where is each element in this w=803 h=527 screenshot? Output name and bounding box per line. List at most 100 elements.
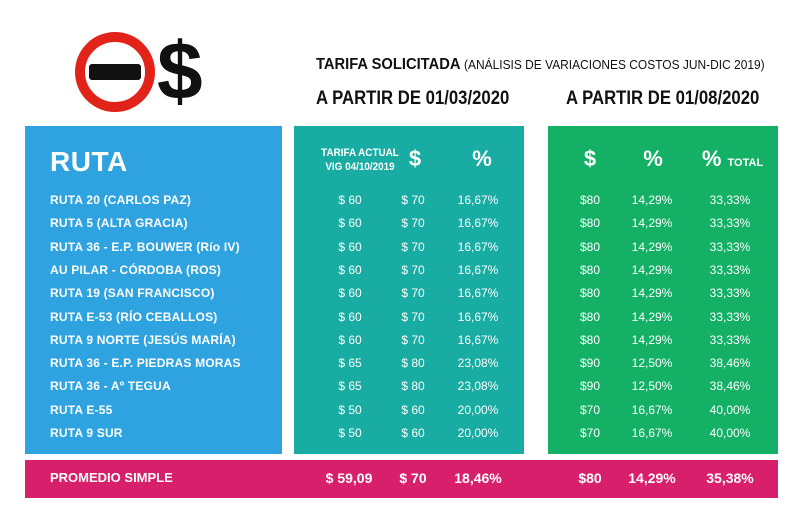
page-title: TARIFA SOLICITADA (ANÁLISIS DE VARIACION… <box>316 56 765 74</box>
tarifa-actual-cell: $ 65 <box>338 379 362 394</box>
route-name: RUTA 9 NORTE (JESÚS MARÍA) <box>50 332 236 347</box>
footer-pct-2: 14,29% <box>628 470 676 486</box>
footer-pct-total: 35,38% <box>706 470 754 486</box>
price-2-cell: $80 <box>579 309 601 324</box>
pct-total-cell: 33,33% <box>709 286 751 301</box>
pct-2-cell: 14,29% <box>631 193 673 207</box>
price-1-cell: $ 80 <box>401 356 425 371</box>
pct-total-cell: 40,00% <box>709 402 751 417</box>
pct-2-cell: 12,50% <box>631 379 673 394</box>
tarifa-actual-column-header: TARIFA ACTUAL VIG 04/10/2019 <box>306 146 414 174</box>
footer-pct-1: 18,46% <box>454 470 502 486</box>
tarifa-actual-cell: $ 60 <box>338 262 362 277</box>
promedio-footer <box>25 460 778 498</box>
pct-1-cell: 16,67% <box>457 332 499 347</box>
price-2-column-header: $ <box>583 146 597 171</box>
pct-2-cell: 14,29% <box>631 309 673 324</box>
price-2-cell: $70 <box>579 426 601 440</box>
pct-total-cell: 33,33% <box>709 309 751 324</box>
table-row: RUTA 36 - Aº TEGUA $ 65 $ 80 23,08% $90 12,50… <box>0 375 803 398</box>
table-row: RUTA E-53 (RÍO CEBALLOS) $ 60 $ 70 16,67% $8… <box>0 306 803 329</box>
route-name: RUTA 36 - E.P. PIEDRAS MORAS <box>50 356 241 371</box>
route-name: RUTA 36 - Aº TEGUA <box>50 379 171 394</box>
price-1-cell: $ 70 <box>401 239 425 254</box>
table-row: AU PILAR - CÓRDOBA (ROS) $ 60 $ 70 16,67% $8… <box>0 259 803 282</box>
price-1-column-header: $ <box>408 146 422 171</box>
price-1-cell: $ 70 <box>401 332 425 347</box>
price-1-cell: $ 70 <box>401 216 425 231</box>
tarifa-actual-cell: $ 50 <box>338 402 362 417</box>
pct-total-symbol: % <box>701 146 722 171</box>
route-name: RUTA E-55 <box>50 402 113 417</box>
pct-total-cell: 33,33% <box>709 216 751 231</box>
price-2-cell: $80 <box>579 239 601 254</box>
tarifa-actual-cell: $ 60 <box>338 216 362 231</box>
pct-1-column-header: % <box>472 146 492 171</box>
price-2-cell: $70 <box>579 402 601 417</box>
route-name: RUTA 9 SUR <box>50 426 123 440</box>
price-1-cell: $ 70 <box>401 286 425 301</box>
pct-1-cell: 20,00% <box>457 426 499 440</box>
vigencia-label: VIG 04/10/2019 <box>325 161 395 173</box>
period-heading-1: A PARTIR DE 01/03/2020 <box>316 88 510 109</box>
tarifa-actual-panel <box>294 126 524 454</box>
pct-2-cell: 14,29% <box>631 286 673 301</box>
price-1-cell: $ 60 <box>401 426 425 440</box>
pct-1-cell: 16,67% <box>457 262 499 277</box>
pct-total-cell: 33,33% <box>709 262 751 277</box>
table-row: RUTA E-55 $ 50 $ 60 20,00% $70 16,67% 40,00% <box>0 399 803 422</box>
table-row: RUTA 36 - E.P. BOUWER (Río IV) $ 60 $ 70 16… <box>0 236 803 259</box>
pct-total-cell: 33,33% <box>709 193 751 207</box>
route-name: RUTA 5 (ALTA GRACIA) <box>50 216 188 231</box>
footer-price-2: $80 <box>578 470 602 486</box>
price-1-cell: $ 70 <box>401 193 425 207</box>
price-1-cell: $ 60 <box>401 402 425 417</box>
pct-total-cell: 33,33% <box>709 332 751 347</box>
pct-2-cell: 14,29% <box>631 262 673 277</box>
table-row: RUTA 19 (SAN FRANCISCO) $ 60 $ 70 16,67% $80… <box>0 282 803 305</box>
route-name: AU PILAR - CÓRDOBA (ROS) <box>50 262 222 277</box>
pct-1-cell: 16,67% <box>457 216 499 231</box>
route-name: RUTA 19 (SAN FRANCISCO) <box>50 286 215 301</box>
dollar-sign: $ <box>157 26 203 117</box>
tarifa-actual-cell: $ 60 <box>338 239 362 254</box>
price-2-cell: $80 <box>579 262 601 277</box>
tarifa-actual-cell: $ 60 <box>338 286 362 301</box>
route-name: RUTA E-53 (RÍO CEBALLOS) <box>50 309 218 324</box>
price-2-cell: $90 <box>579 356 601 371</box>
route-name: RUTA 36 - E.P. BOUWER (Río IV) <box>50 239 240 254</box>
tarifa-nueva-panel <box>548 126 778 454</box>
ruta-column-header: RUTA <box>50 146 128 177</box>
table-row: RUTA 5 (ALTA GRACIA) $ 60 $ 70 16,67% $80 14,… <box>0 212 803 235</box>
title-subtitle: (ANÁLISIS DE VARIACIONES COSTOS JUN-DIC … <box>464 57 765 72</box>
no-increase-logo: $ <box>75 26 225 118</box>
pct-2-cell: 16,67% <box>631 402 673 417</box>
period-heading-2: A PARTIR DE 01/08/2020 <box>566 88 760 109</box>
footer-label: PROMEDIO SIMPLE <box>50 470 173 485</box>
price-2-cell: $90 <box>579 379 601 394</box>
table-row: RUTA 9 NORTE (JESÚS MARÍA) $ 60 $ 70 16,67%… <box>0 329 803 352</box>
tarifa-actual-cell: $ 50 <box>338 426 362 440</box>
price-2-cell: $80 <box>579 286 601 301</box>
pct-total-cell: 33,33% <box>709 239 751 254</box>
pct-total-cell: 40,00% <box>709 426 751 440</box>
pct-2-cell: 12,50% <box>631 356 673 371</box>
pct-1-cell: 16,67% <box>457 286 499 301</box>
pct-2-cell: 14,29% <box>631 332 673 347</box>
pct-2-cell: 16,67% <box>631 426 673 440</box>
tarifa-actual-cell: $ 60 <box>338 332 362 347</box>
pct-total-cell: 38,46% <box>709 356 751 371</box>
no-entry-icon <box>75 32 155 112</box>
pct-1-cell: 23,08% <box>457 356 499 371</box>
tarifa-actual-cell: $ 60 <box>338 193 362 207</box>
pct-1-cell: 16,67% <box>457 193 499 207</box>
price-1-cell: $ 70 <box>401 309 425 324</box>
ruta-panel <box>25 126 282 454</box>
tarifa-actual-label: TARIFA ACTUAL <box>321 147 399 159</box>
route-name: RUTA 20 (CARLOS PAZ) <box>50 193 192 207</box>
pct-2-cell: 14,29% <box>631 239 673 254</box>
pct-2-column-header: % <box>643 146 663 171</box>
tarifa-actual-cell: $ 65 <box>338 356 362 371</box>
price-2-cell: $80 <box>579 193 601 207</box>
table-row: RUTA 36 - E.P. PIEDRAS MORAS $ 65 $ 80 23,0… <box>0 352 803 375</box>
